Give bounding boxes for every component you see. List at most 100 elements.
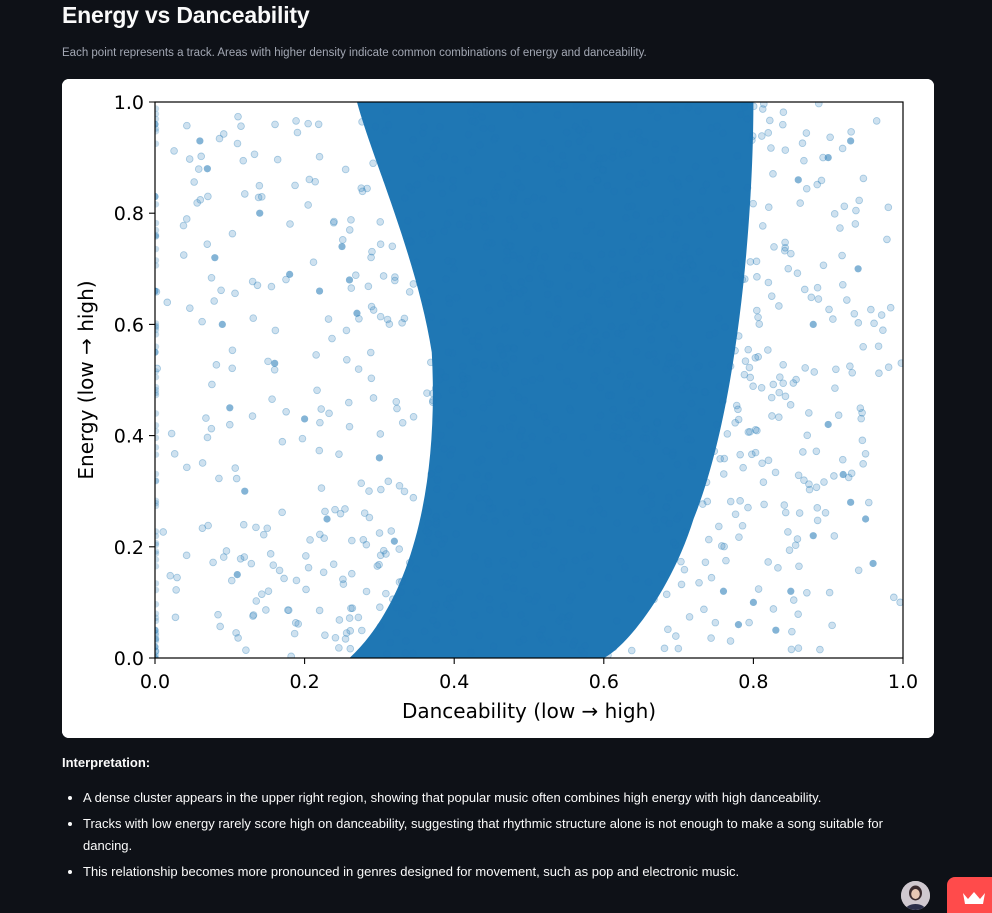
scatter-point (428, 229, 436, 238)
scatter-point (497, 424, 505, 433)
scatter-point (770, 243, 778, 251)
scatter-point (543, 279, 551, 288)
scatter-point (271, 326, 280, 335)
scatter-point (741, 275, 749, 283)
scatter-point (155, 556, 160, 563)
scatter-point (564, 613, 572, 621)
scatter-point (234, 112, 242, 121)
scatter-point (474, 458, 482, 466)
scatter-point (624, 149, 633, 157)
x-axis: 0.0 0.2 0.4 0.6 0.8 1.0 (140, 658, 918, 693)
scatter-point (524, 300, 532, 308)
scatter-point (506, 450, 515, 458)
scatter-point (155, 580, 160, 587)
scatter-point (719, 470, 728, 478)
scatter-point (155, 364, 161, 373)
scatter-point (490, 326, 499, 335)
scatter-point (345, 226, 354, 234)
scatter-point (674, 365, 683, 373)
scatter-point (155, 348, 159, 356)
scatter-point (824, 154, 832, 162)
y-tick-label: 0.0 (114, 648, 144, 670)
scatter-point (338, 236, 347, 244)
scatter-point (609, 147, 618, 155)
scatter-point (536, 374, 545, 383)
scatter-point (600, 154, 608, 162)
scatter-point (312, 351, 320, 359)
scatter-point (721, 323, 729, 331)
scatter-point (549, 462, 558, 471)
scatter-point (690, 349, 699, 358)
scatter-point (373, 562, 382, 570)
scatter-point (167, 429, 176, 438)
scatter-point (484, 283, 493, 292)
scatter-point (498, 170, 507, 179)
scatter-point (404, 611, 412, 619)
scatter-point (754, 353, 762, 361)
scatter-point (424, 519, 432, 528)
scatter-point (746, 258, 755, 266)
scatter-point (798, 139, 807, 147)
scatter-point (496, 345, 505, 354)
scatter-point (392, 398, 401, 406)
scatter-point (438, 540, 446, 548)
scatter-point (838, 144, 847, 153)
x-tick-label: 0.8 (738, 671, 768, 693)
scatter-point (358, 118, 366, 126)
scatter-point (485, 306, 494, 315)
scatter-point (557, 564, 566, 573)
scatter-point (523, 307, 532, 316)
scatter-point (731, 346, 739, 355)
scatter-point (183, 121, 191, 130)
scatter-point (682, 368, 691, 376)
scatter-point (155, 502, 160, 510)
scatter-point (839, 470, 847, 479)
scatter-point (528, 376, 537, 384)
scatter-point (317, 405, 325, 413)
scatter-point (680, 565, 689, 574)
scatter-point (438, 189, 447, 198)
scatter-point (155, 287, 159, 295)
scatter-point (734, 405, 742, 414)
scatter-point (532, 560, 540, 569)
scatter-point (502, 508, 510, 517)
scatter-point (448, 445, 457, 454)
scatter-point (222, 547, 231, 555)
scatter-chart-card: 0.0 0.2 0.4 0.6 0.8 1.0 0.0 0.2 0.4 0.6 0.8 1.0 Da… (62, 79, 934, 738)
scatter-point (439, 318, 448, 326)
scatter-point (673, 515, 681, 523)
scatter-point (618, 324, 627, 332)
avatar[interactable] (901, 881, 930, 910)
scatter-point (575, 252, 584, 260)
scatter-point (644, 578, 653, 586)
scatter-point (395, 545, 404, 553)
scatter-point (812, 483, 821, 492)
scatter-point (680, 423, 688, 432)
scatter-point (311, 177, 319, 186)
scatter-point (273, 155, 282, 164)
scatter-point (715, 382, 724, 391)
scatter-point (701, 216, 710, 225)
scatter-point (432, 414, 441, 423)
scatter-point (758, 105, 767, 113)
scatter-point (565, 611, 574, 620)
scatter-point (636, 318, 645, 327)
density-core (349, 102, 754, 658)
y-tick-label: 0.8 (114, 203, 144, 225)
scatter-point (395, 578, 404, 586)
scatter-point (688, 462, 697, 470)
scatter-point (592, 495, 601, 504)
scatter-point (302, 552, 310, 560)
scatter-point (571, 556, 580, 565)
scatter-point (618, 272, 627, 280)
streamlit-badge[interactable] (947, 877, 992, 913)
scatter-point (707, 124, 716, 132)
scatter-point (237, 122, 245, 130)
scatter-point (539, 195, 548, 203)
scatter-point (172, 586, 180, 594)
scatter-point (348, 569, 356, 578)
scatter-point (736, 497, 744, 505)
scatter-point (382, 107, 391, 116)
y-axis: 0.0 0.2 0.4 0.6 0.8 1.0 (114, 92, 155, 670)
scatter-point (155, 326, 160, 334)
